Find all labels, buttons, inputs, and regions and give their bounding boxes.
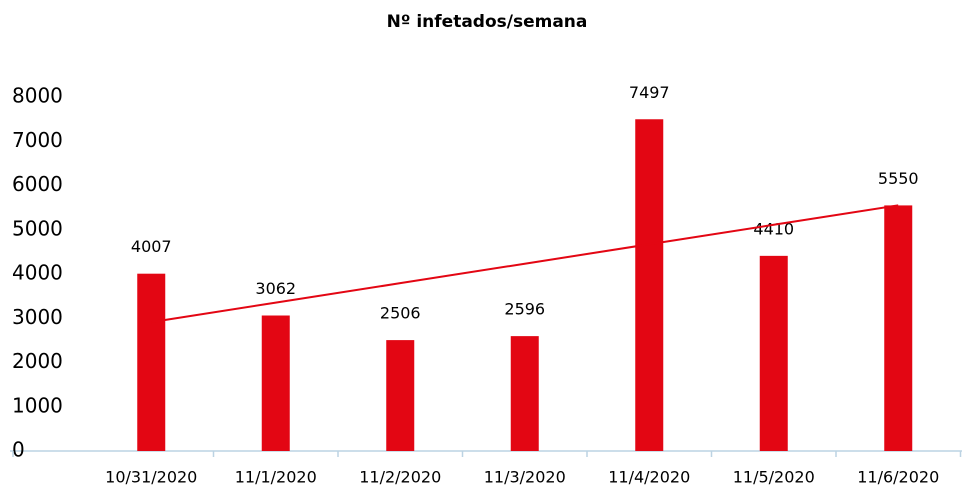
y-tick-label: 5000 [12, 216, 63, 240]
y-tick-label: 6000 [12, 172, 63, 196]
data-label: 5550 [878, 169, 919, 188]
bar [759, 255, 788, 451]
y-tick-label: 0 [12, 438, 25, 462]
trend-line [151, 204, 899, 324]
y-tick-label: 3000 [12, 305, 63, 329]
data-label: 4007 [131, 237, 172, 256]
bar [884, 205, 913, 451]
bar [386, 340, 415, 451]
bar [635, 119, 664, 451]
x-tick-label: 10/31/2020 [105, 468, 197, 487]
data-label: 3062 [255, 279, 296, 298]
bar [137, 273, 166, 451]
x-tick-label: 11/5/2020 [733, 468, 815, 487]
chart-title: Nº infetados/semana [387, 12, 588, 32]
bar [261, 315, 290, 451]
data-label: 2596 [504, 300, 545, 319]
x-tick-label: 11/2/2020 [359, 468, 441, 487]
y-tick-label: 4000 [12, 261, 63, 285]
x-tick-label: 11/1/2020 [235, 468, 317, 487]
data-label: 7497 [629, 83, 670, 102]
y-tick-label: 2000 [12, 349, 63, 373]
x-tick-label: 11/3/2020 [484, 468, 566, 487]
data-label: 2506 [380, 304, 421, 323]
x-tick-label: 11/4/2020 [608, 468, 690, 487]
x-tick-label: 11/6/2020 [857, 468, 939, 487]
bar [510, 336, 539, 451]
y-tick-label: 1000 [12, 393, 63, 417]
y-tick-label: 8000 [12, 84, 63, 108]
y-tick-label: 7000 [12, 128, 63, 152]
